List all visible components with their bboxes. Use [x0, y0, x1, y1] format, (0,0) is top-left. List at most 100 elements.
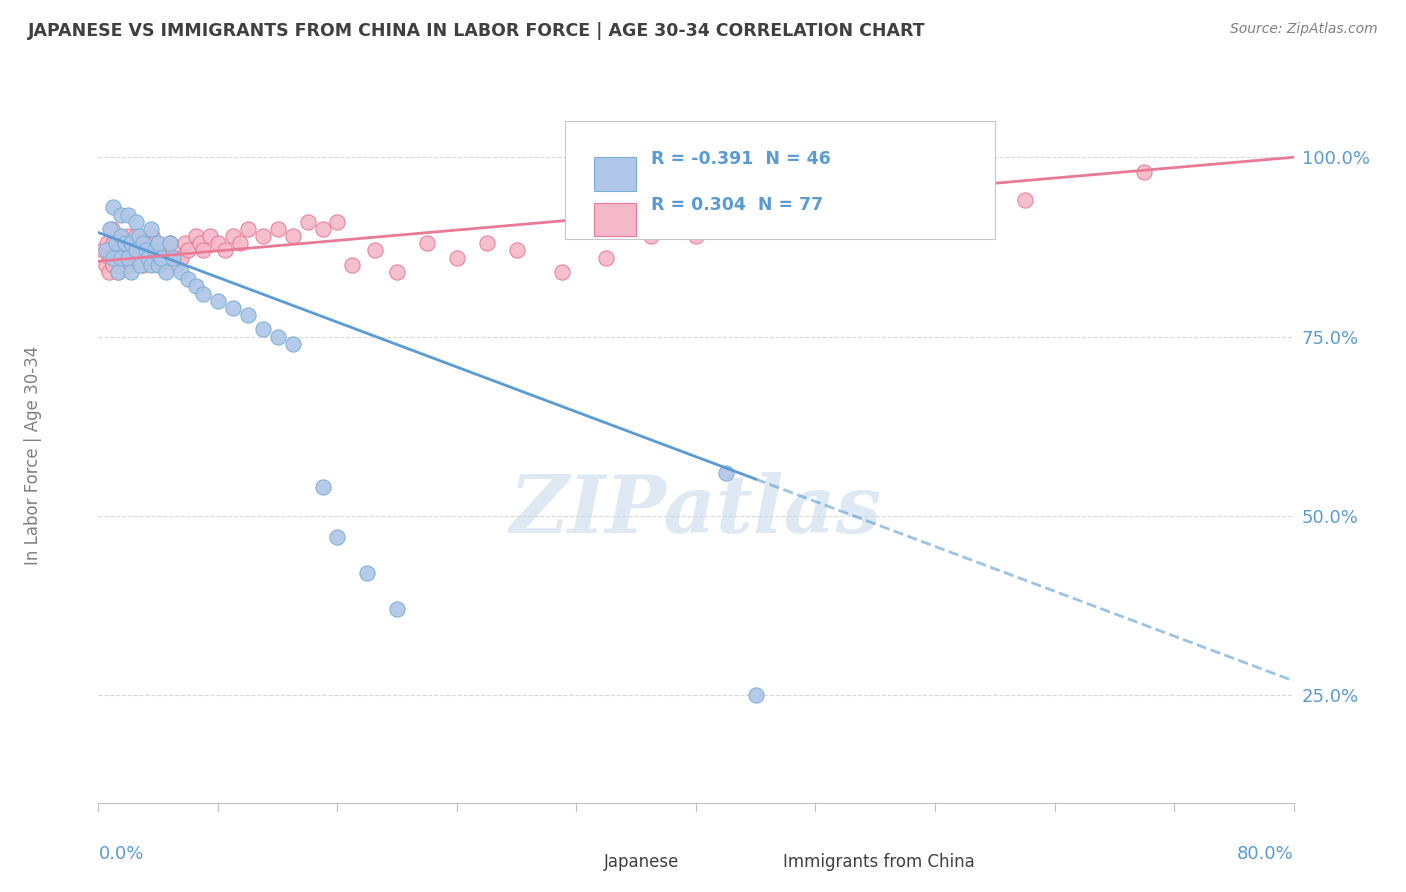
Point [385, 265, 409, 279]
Point [91, 244, 114, 258]
Point [416, 236, 439, 251]
Point [114, 244, 136, 258]
Point [159, 236, 181, 251]
Point [595, 251, 617, 265]
Point [281, 336, 304, 351]
Point [174, 236, 197, 251]
Point [356, 566, 378, 581]
Point [110, 251, 132, 265]
Point [342, 258, 364, 272]
Text: Japanese: Japanese [605, 853, 679, 871]
Point [103, 258, 125, 272]
Point [115, 258, 138, 272]
Point [148, 258, 170, 272]
Point [117, 229, 139, 244]
Point [110, 258, 132, 272]
Point [128, 229, 150, 244]
Point [114, 236, 136, 251]
Point [155, 251, 177, 265]
Point [236, 222, 259, 236]
Point [111, 251, 134, 265]
Point [139, 222, 162, 236]
Text: ZIPatlas: ZIPatlas [510, 472, 882, 549]
Point [120, 236, 142, 251]
Point [640, 229, 662, 244]
Point [745, 688, 768, 702]
Text: In Labor Force | Age 30-34: In Labor Force | Age 30-34 [24, 345, 42, 565]
Point [1014, 194, 1036, 208]
Point [107, 265, 129, 279]
Point [103, 251, 125, 265]
Text: 0.0%: 0.0% [98, 845, 143, 863]
Point [297, 215, 319, 229]
Point [125, 244, 148, 258]
Bar [558, 848, 595, 876]
Point [252, 322, 274, 336]
Bar [595, 157, 637, 191]
Point [311, 480, 333, 494]
Point [132, 244, 155, 258]
Point [120, 236, 142, 251]
Point [184, 279, 207, 293]
Bar [738, 848, 773, 876]
Point [229, 236, 252, 251]
Point [125, 215, 148, 229]
Point [148, 244, 170, 258]
Point [311, 222, 333, 236]
Point [136, 244, 159, 258]
Text: 80.0%: 80.0% [1237, 845, 1294, 863]
Point [105, 244, 128, 258]
Point [125, 229, 148, 244]
Point [128, 251, 150, 265]
Point [125, 251, 148, 265]
Point [150, 251, 173, 265]
Point [1133, 164, 1156, 178]
Point [127, 244, 149, 258]
Point [267, 329, 290, 343]
Point [108, 236, 131, 251]
Point [112, 236, 135, 251]
Point [326, 530, 349, 544]
Text: JAPANESE VS IMMIGRANTS FROM CHINA IN LABOR FORCE | AGE 30-34 CORRELATION CHART: JAPANESE VS IMMIGRANTS FROM CHINA IN LAB… [28, 22, 925, 40]
Point [506, 244, 529, 258]
Point [148, 236, 170, 251]
Point [252, 229, 274, 244]
Point [118, 244, 141, 258]
Point [104, 251, 127, 265]
Point [103, 201, 125, 215]
Point [550, 265, 572, 279]
Point [191, 286, 214, 301]
Point [169, 251, 191, 265]
Point [132, 258, 155, 272]
Point [191, 244, 214, 258]
Point [267, 222, 290, 236]
Point [714, 466, 737, 480]
Point [110, 229, 132, 244]
Point [150, 258, 173, 272]
Point [177, 272, 200, 286]
Point [105, 236, 128, 251]
Point [730, 222, 752, 236]
Point [117, 251, 139, 265]
Point [98, 251, 122, 265]
Point [121, 244, 143, 258]
Point [110, 208, 132, 222]
Point [94, 244, 117, 258]
Point [385, 602, 409, 616]
Point [214, 244, 236, 258]
Point [103, 236, 125, 251]
Point [120, 265, 142, 279]
Point [184, 229, 207, 244]
Point [135, 244, 157, 258]
Point [143, 244, 166, 258]
Point [129, 236, 152, 251]
Point [139, 251, 162, 265]
Point [281, 229, 304, 244]
Point [200, 229, 222, 244]
Point [159, 236, 181, 251]
Point [143, 236, 166, 251]
Point [236, 308, 259, 322]
FancyBboxPatch shape [565, 121, 994, 239]
Point [141, 229, 163, 244]
Text: Source: ZipAtlas.com: Source: ZipAtlas.com [1230, 22, 1378, 37]
